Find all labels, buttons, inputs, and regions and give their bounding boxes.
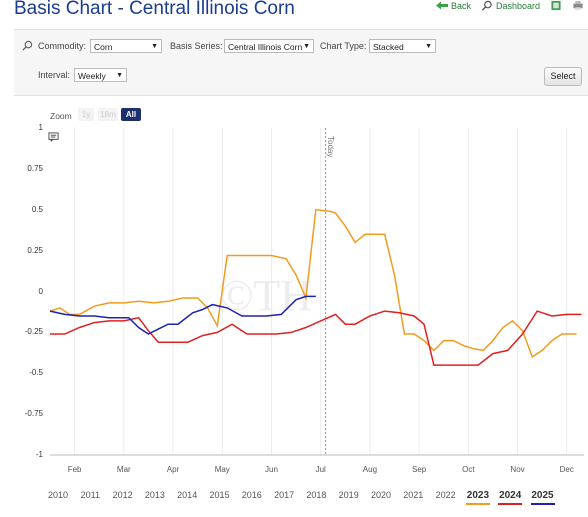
basis-series-label: Basis Series: [170,41,223,51]
series-line-2023 [49,208,577,359]
chart-type-value: Stacked [373,42,404,52]
x-tick-label: Apr [166,465,180,474]
x-tick-label: Jun [265,465,278,474]
chart-lines [49,208,582,366]
controls-bar: Commodity: Corn ▼ Basis Series: Central I… [14,29,588,96]
search-icon [481,0,492,11]
y-tick-label: 0.25 [27,245,43,255]
zoom-1y-button[interactable]: 1y [78,108,94,121]
year-toggle[interactable]: 2018 [306,490,327,500]
export-icon[interactable] [550,0,562,11]
chart-grid [50,128,584,456]
select-button[interactable]: Select [544,67,582,86]
interval-value: Weekly [78,71,106,81]
y-tick-label: -1 [35,450,43,459]
x-tick-label: Nov [510,465,525,474]
commodity-label: Commodity: [38,41,87,51]
interval-select[interactable]: Weekly ▼ [74,68,127,82]
chevron-down-icon: ▼ [151,43,158,50]
year-color-bar [530,503,555,505]
year-toggle[interactable]: 2022 [435,490,456,500]
year-toggle[interactable]: 2024 [499,490,522,501]
basis-series-select[interactable]: Central Illinois Corn ▼ [224,39,314,53]
year-toggle[interactable]: 2023 [466,490,490,501]
top-links: Back Dashboard [435,0,584,11]
year-toggle[interactable]: 2013 [144,490,165,500]
x-tick-label: Feb [67,465,82,474]
chevron-down-icon: ▼ [116,72,123,79]
year-toggle[interactable]: 2025 [531,490,554,501]
year-toggle[interactable]: 2020 [370,490,392,500]
y-tick-label: -0.5 [29,368,43,378]
y-tick-label: 0 [38,286,43,296]
commodity-value: Corn [94,42,113,52]
year-toggle[interactable]: 2019 [338,490,359,500]
x-tick-label: Aug [362,465,378,474]
y-tick-label: -0.25 [24,327,43,337]
back-label: Back [450,0,471,11]
basis-series-value: Central Illinois Corn [228,42,303,52]
year-toggle[interactable]: 2016 [241,490,262,500]
print-icon[interactable] [572,0,584,11]
x-tick-label: Oct [462,465,475,474]
zoom-18m-button[interactable]: 18m [98,108,118,121]
chart-type-select[interactable]: Stacked ▼ [369,39,436,53]
comment-icon[interactable] [48,132,59,143]
chevron-down-icon: ▼ [303,43,310,50]
today-label: Today [325,136,335,158]
commodity-select[interactable]: Corn ▼ [90,39,162,53]
year-toggle[interactable]: 2021 [403,490,424,500]
back-link[interactable]: Back [435,0,471,11]
dashboard-link[interactable]: Dashboard [481,0,540,11]
chart-type-label: Chart Type: [320,41,367,51]
year-color-bar [465,503,490,505]
year-toggle[interactable]: 2017 [274,490,295,500]
year-toggle[interactable]: 2015 [209,490,230,500]
y-tick-label: -0.75 [24,409,43,419]
year-toggle[interactable]: 2014 [177,490,198,500]
chevron-down-icon: ▼ [425,43,432,50]
x-tick-label: May [214,465,230,474]
x-tick-label: Sep [411,465,427,474]
year-color-bar [498,503,523,505]
page-title: Basis Chart - Central Illinois Corn [14,0,295,19]
watermark: ©TH [220,271,313,320]
series-line-2024 [50,310,582,366]
interval-label: Interval: [38,70,71,80]
x-tick-label: Dec [559,465,574,474]
y-tick-label: 1 [38,123,43,132]
back-arrow-icon [435,1,448,10]
y-tick-label: 0.75 [27,163,43,173]
year-toggle[interactable]: 2012 [112,490,133,500]
dashboard-label: Dashboard [495,0,540,11]
zoom-all-button[interactable]: All [121,108,141,121]
x-tick-label: Mar [116,465,131,474]
year-toggle[interactable]: 2011 [80,490,100,500]
x-tick-label: Jul [315,465,326,474]
y-tick-label: 0.5 [31,204,43,214]
search-icon [22,40,33,51]
zoom-label: Zoom [50,111,72,121]
year-toggle[interactable]: 2010 [47,490,69,500]
